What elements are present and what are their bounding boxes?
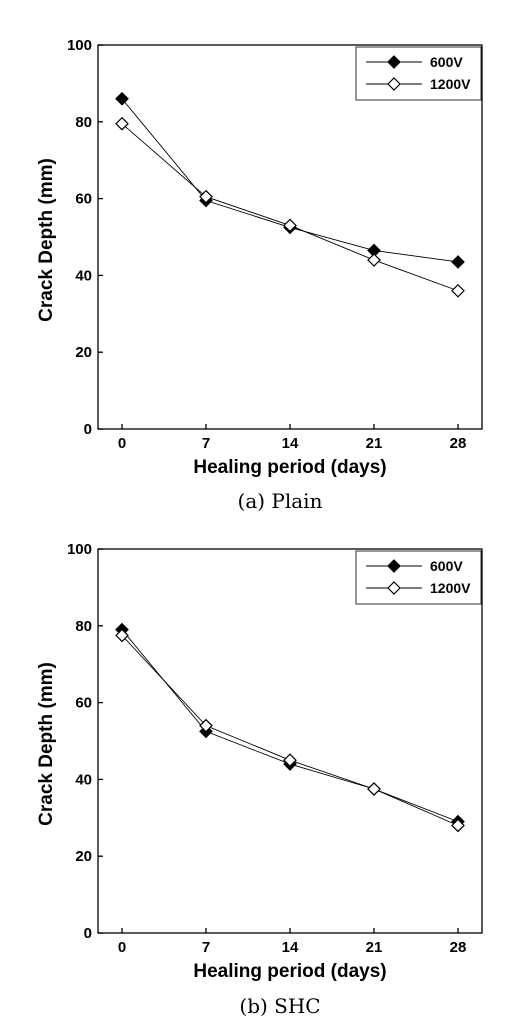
data-point-1200V xyxy=(451,818,465,833)
legend-box xyxy=(355,550,482,605)
data-point-1200V xyxy=(283,218,297,233)
legend-box xyxy=(355,46,482,101)
y-tick-label: 40 xyxy=(75,771,92,788)
legend-label: 1200V xyxy=(430,76,471,92)
y-tick-label: 100 xyxy=(67,541,92,558)
plot-frame xyxy=(97,44,483,430)
x-tick-label: 0 xyxy=(118,939,126,956)
y-tick-label: 20 xyxy=(75,848,92,865)
x-tick-label: 14 xyxy=(282,435,299,452)
data-point-1200V xyxy=(115,628,129,643)
legend-marker xyxy=(387,559,401,573)
x-axis-title: Healing period (days) xyxy=(193,457,386,478)
legend-marker xyxy=(387,55,401,69)
legend-label: 600V xyxy=(430,558,463,574)
data-point-1200V xyxy=(199,189,213,204)
data-point-600V xyxy=(115,91,129,106)
x-tick-label: 7 xyxy=(202,939,210,956)
x-tick-label: 21 xyxy=(366,435,383,452)
x-tick-label: 28 xyxy=(450,435,467,452)
y-tick-label: 40 xyxy=(75,267,92,284)
legend-marker xyxy=(387,77,401,91)
x-tick-label: 28 xyxy=(450,939,467,956)
y-tick-label: 0 xyxy=(84,925,92,942)
y-tick-label: 0 xyxy=(84,421,92,438)
y-tick-label: 20 xyxy=(75,344,92,361)
panel-caption: (a) Plain xyxy=(238,489,323,513)
x-tick-label: 14 xyxy=(282,939,299,956)
series-line-600V xyxy=(121,629,459,823)
panel-caption: (b) SHC xyxy=(239,994,320,1018)
y-tick-label: 100 xyxy=(67,37,92,54)
data-point-600V xyxy=(451,255,465,269)
legend: 600V 1200V xyxy=(355,46,482,101)
legend: 600V 1200V xyxy=(355,550,482,605)
y-tick-label: 80 xyxy=(75,114,92,131)
data-point-1200V xyxy=(283,753,297,768)
data-point-1200V xyxy=(199,718,213,733)
y-tick-label: 60 xyxy=(75,695,92,712)
series-line-1200V xyxy=(121,635,459,826)
x-tick-label: 0 xyxy=(118,435,126,452)
y-tick-label: 60 xyxy=(75,191,92,208)
data-point-1200V xyxy=(115,116,129,131)
data-point-1200V xyxy=(367,253,381,267)
data-point-1200V xyxy=(367,782,381,796)
chart-panel-1: 0 20 40 60 80 100 0 7 14 21 28 Healing period (days… xyxy=(36,37,483,513)
legend-label: 1200V xyxy=(430,580,471,596)
series-line-600V xyxy=(121,98,459,263)
chart-panel-2: 0 20 40 60 80 100 0 7 14 21 28 Healing period (days… xyxy=(36,541,483,1018)
legend-label: 600V xyxy=(430,54,463,70)
y-tick-label: 80 xyxy=(75,618,92,635)
x-axis-title: Healing period (days) xyxy=(193,961,386,982)
y-axis-title: Crack Depth (mm) xyxy=(36,158,57,322)
data-point-1200V xyxy=(451,283,465,298)
legend-marker xyxy=(387,581,401,595)
y-axis-title: Crack Depth (mm) xyxy=(36,662,57,826)
x-tick-label: 21 xyxy=(366,939,383,956)
series-line-1200V xyxy=(121,123,459,292)
x-tick-label: 7 xyxy=(202,435,210,452)
plot-frame xyxy=(97,548,483,934)
